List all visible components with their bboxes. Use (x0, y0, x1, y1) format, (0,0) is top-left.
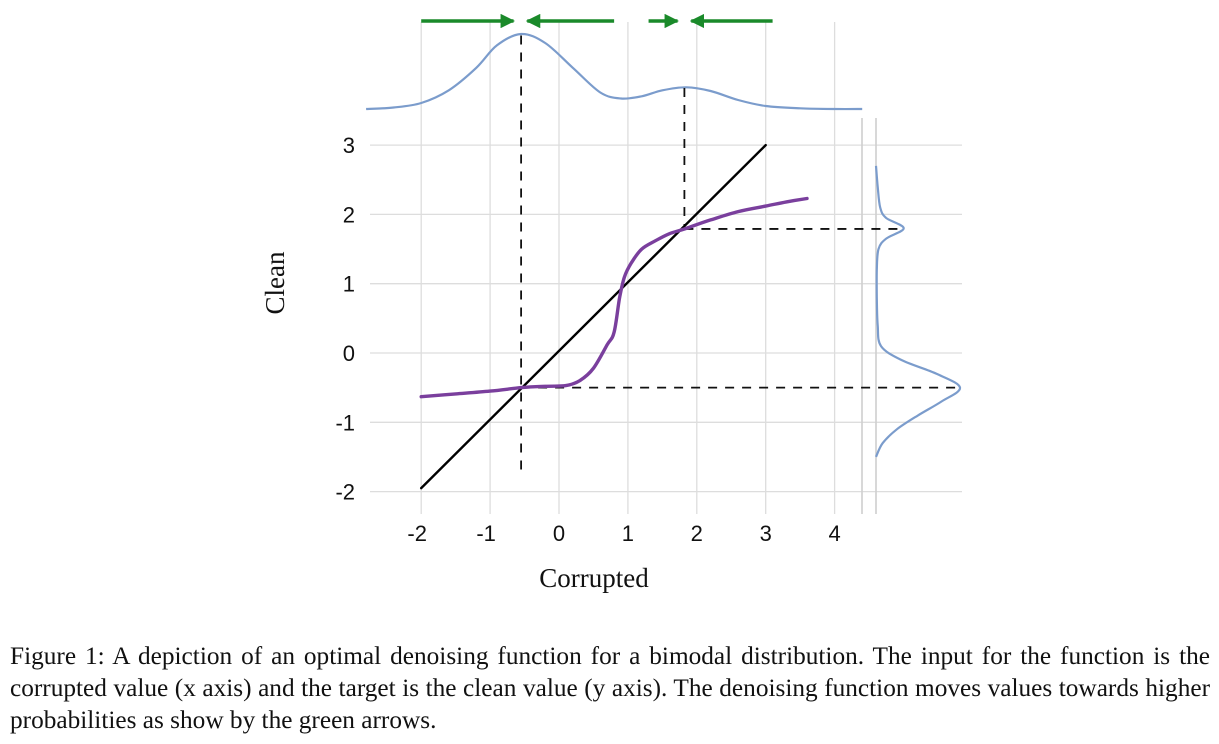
x-tick-label: 3 (760, 521, 772, 546)
mode-guide-lines (520, 35, 960, 476)
y-density-curve (874, 165, 962, 458)
x-tick-label: 4 (828, 521, 840, 546)
y-tick-labels: -2 -1 0 1 2 3 (335, 133, 355, 505)
x-tick-label: 2 (691, 521, 703, 546)
y-tick-label: -2 (335, 480, 355, 505)
series-layer (419, 143, 809, 490)
y-tick-label: 3 (343, 133, 355, 158)
y-tick-label: 1 (343, 272, 355, 297)
marginal-separators (861, 118, 877, 514)
x-axis-label: Corrupted (539, 563, 649, 593)
x-tick-label: 1 (622, 521, 634, 546)
y-axis-label: Clean (260, 251, 290, 314)
x-tick-label: 0 (553, 521, 565, 546)
horizontal-gridlines (370, 144, 962, 493)
y-tick-label: 0 (343, 341, 355, 366)
y-tick-label: 2 (343, 202, 355, 227)
x-tick-labels: -2 -1 0 1 2 3 4 (407, 521, 840, 546)
denoising-chart: -2 -1 0 1 2 3 4 -2 -1 0 1 2 3 Corrupted Clean (260, 13, 962, 593)
denoising-function-curve (419, 196, 809, 399)
figure-caption: Figure 1: A depiction of an optimal deno… (10, 642, 1210, 734)
x-tick-label: -2 (407, 521, 427, 546)
identity-line (420, 143, 767, 490)
x-marginal-density (366, 32, 863, 111)
x-density-curve (366, 32, 863, 111)
x-tick-label: -1 (476, 521, 496, 546)
y-marginal-density (874, 165, 962, 458)
vertical-gridlines (420, 22, 836, 514)
y-tick-label: -1 (335, 410, 355, 435)
